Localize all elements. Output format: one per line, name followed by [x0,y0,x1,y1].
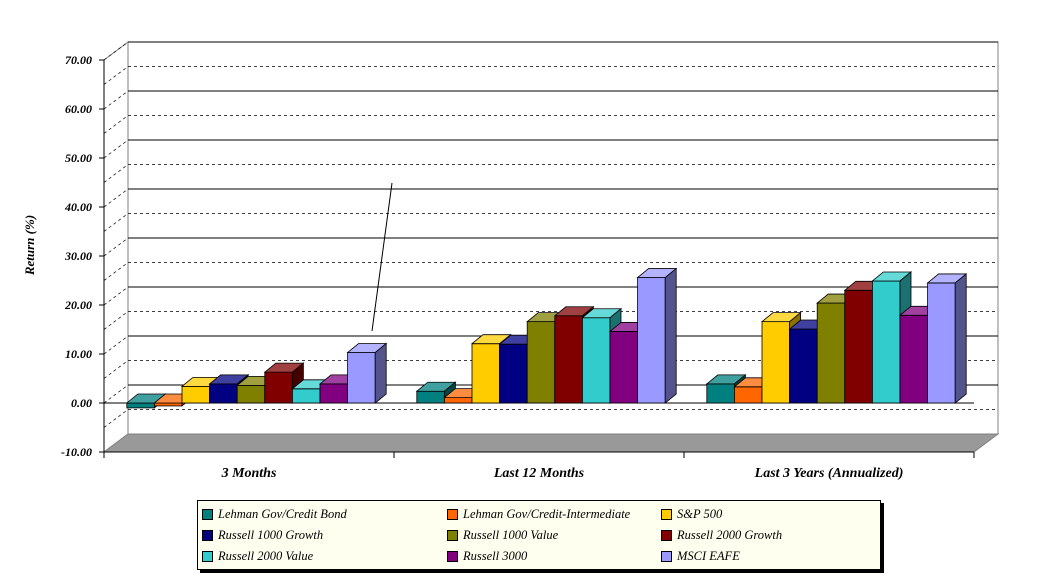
bar [526,321,556,404]
legend-swatch [202,509,213,520]
side-gridline [103,409,129,428]
bar [236,384,266,404]
side-gridline [103,213,129,232]
bar-side [374,342,387,404]
bar [609,331,639,404]
legend-swatch [447,551,458,562]
legend-item: Lehman Gov/Credit Bond [202,504,447,525]
bar [471,343,501,404]
bar [872,280,901,404]
legend-swatch [447,509,458,520]
side-gridline [103,139,129,159]
bar [319,383,349,404]
bar [734,386,763,404]
bar [499,343,528,404]
side-gridline [103,115,129,134]
side-gridline [103,384,129,404]
bar [126,402,155,409]
y-tick-label: 50.00 [65,151,92,165]
legend-label: Russell 1000 Value [463,528,559,542]
bar [443,397,473,404]
y-tick-label: -10.00 [61,445,92,459]
legend-label: Lehman Gov/Credit Bond [218,507,347,521]
bar [347,352,376,404]
legend-label: Russell 3000 [463,549,528,563]
bar [291,388,321,404]
side-gridline [103,41,129,61]
side-gridline [103,360,129,379]
y-tick-label: 30.00 [64,249,92,263]
legend-swatch [202,551,213,562]
side-gridline [103,188,129,208]
legend-swatch [202,530,213,541]
y-tick-label: 10.00 [65,347,92,361]
y-axis-title: Return (%) [22,215,37,276]
bar [554,315,583,404]
x-tick-label: Last 3 Years (Annualized) [754,466,904,481]
bars [125,182,968,409]
bar [706,383,735,404]
bar [899,314,929,404]
leader-line [371,182,393,332]
y-tick-label: 60.00 [65,102,92,116]
legend-item: Russell 1000 Growth [202,525,447,546]
bar [761,321,791,404]
legend-swatch [661,530,672,541]
bar [416,390,445,404]
legend-label: Russell 1000 Growth [218,528,324,542]
x-tick-label: Last 12 Months [493,466,585,481]
legend-item: S&P 500 [661,504,876,525]
legend-item: Russell 3000 [447,546,661,567]
legend-item: Lehman Gov/Credit-Intermediate [447,504,661,525]
side-gridline [103,311,129,330]
legend-label: Russell 2000 Growth [677,528,783,542]
legend-swatch [447,530,458,541]
bar [264,371,293,404]
y-tick-label: 70.00 [65,53,92,67]
side-gridline [103,66,129,85]
side-gridline [103,164,129,183]
axes: 70.00 60.00 50.00 40.00 30.00 20.00 10.00 0.00 -… [61,53,975,481]
bar [153,402,183,407]
y-tick-label: 40.00 [64,200,92,214]
bar [637,277,666,404]
side-gridline [103,286,129,306]
bar-side [664,267,677,404]
floor [102,433,1000,453]
y-tick-label: 20.00 [64,298,92,312]
bar [789,328,818,404]
legend: Lehman Gov/Credit Bond Lehman Gov/Credit… [197,500,881,570]
y-tick-label: 0.00 [71,396,92,410]
legend-label: S&P 500 [677,507,723,521]
legend-item: Russell 2000 Growth [661,525,876,546]
bar [582,317,611,404]
side-gridline [103,335,129,355]
legend-label: Lehman Gov/Credit-Intermediate [463,507,631,521]
bar [927,282,956,404]
bar [844,289,873,404]
bar [209,383,238,404]
legend-swatch [661,509,672,520]
side-gridline [103,262,129,281]
x-tick-label: 3 Months [221,466,277,481]
side-gridline [103,90,129,110]
legend-label: Russell 2000 Value [218,549,314,563]
bar [816,302,846,404]
legend-item: Russell 1000 Value [447,525,661,546]
side-gridline [103,237,129,257]
bar-side [954,273,967,404]
legend-swatch [661,551,672,562]
legend-item: Russell 2000 Value [202,546,447,567]
bar [181,385,211,404]
legend-item: MSCI EAFE [661,546,876,567]
legend-label: MSCI EAFE [677,549,740,563]
